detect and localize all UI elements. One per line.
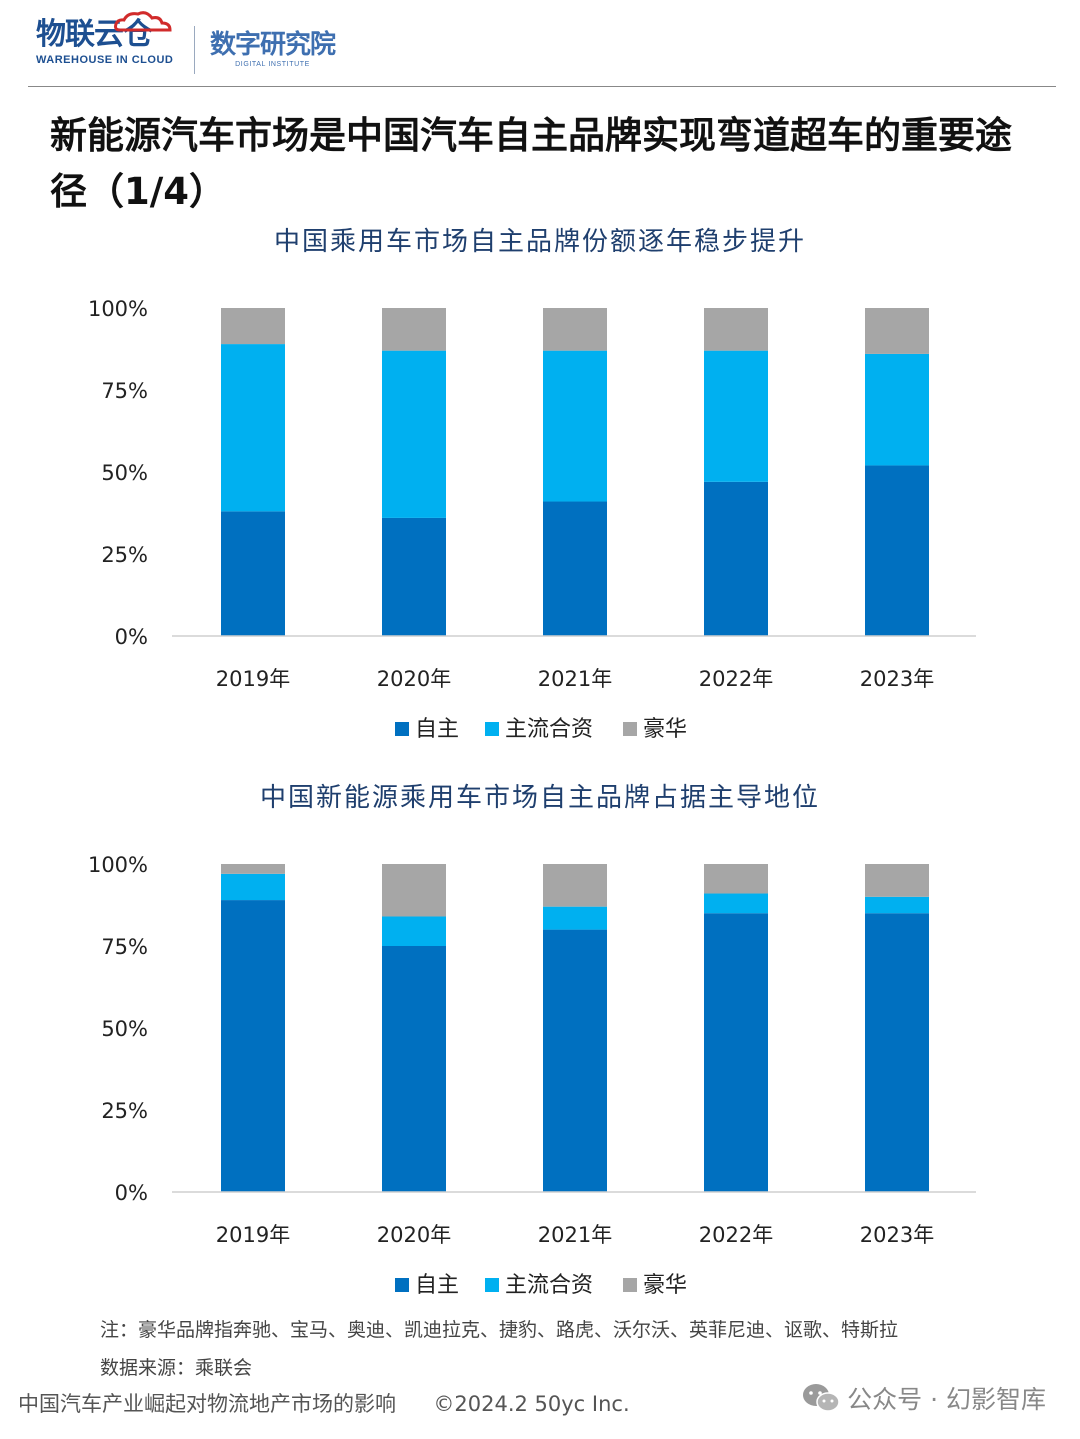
bar-主流合资-2022年 <box>704 893 768 914</box>
bar-豪华-2020年 <box>382 308 446 351</box>
x-tick-label: 2019年 <box>216 667 290 691</box>
logo-left-cn: 物联云仓 <box>36 17 153 52</box>
footer-report-title: 中国汽车产业崛起对物流地产市场的影响 <box>18 1392 396 1416</box>
y-tick-label: 25% <box>101 1099 148 1123</box>
logo-left-en: WAREHOUSE IN CLOUD <box>36 54 174 66</box>
x-tick-label: 2020年 <box>377 1223 451 1247</box>
bar-自主-2022年 <box>704 913 768 1192</box>
logo-divider <box>194 26 195 74</box>
logo-right-cn: 数字研究院 <box>210 30 336 60</box>
bar-豪华-2019年 <box>221 864 285 874</box>
x-tick-label: 2023年 <box>860 667 934 691</box>
chart-title: 中国新能源乘用车市场自主品牌占据主导地位 <box>260 783 820 813</box>
bar-自主-2020年 <box>382 946 446 1192</box>
warehouse-in-cloud-logo: 物联云仓 WAREHOUSE IN CLOUD <box>36 17 174 67</box>
bar-主流合资-2023年 <box>865 896 929 914</box>
y-tick-label: 75% <box>101 935 148 959</box>
y-tick-label: 100% <box>88 853 148 877</box>
data-source-note: 数据来源：乘联会 <box>100 1357 253 1379</box>
y-tick-label: 75% <box>101 379 148 403</box>
bar-自主-2023年 <box>865 465 929 636</box>
chart-brand-share: 中国乘用车市场自主品牌份额逐年稳步提升 0% 25% 50% 75% 100% 2019年 2… <box>88 227 976 742</box>
x-tick-label: 2020年 <box>377 667 451 691</box>
y-tick-label: 0% <box>115 625 148 649</box>
x-tick-label: 2022年 <box>699 1223 773 1247</box>
bar-主流合资-2019年 <box>221 873 285 901</box>
legend-swatch <box>623 722 637 736</box>
bar-主流合资-2022年 <box>704 350 768 482</box>
bar-豪华-2023年 <box>865 864 929 897</box>
legend-label: 豪华 <box>643 1273 687 1298</box>
watermark-text: 公众号 · 幻影智库 <box>847 1385 1046 1414</box>
y-tick-label: 100% <box>88 297 148 321</box>
bar-自主-2019年 <box>221 511 285 636</box>
wechat-icon <box>803 1384 840 1412</box>
footer-watermark: 公众号 · 幻影智库 <box>801 1380 1046 1416</box>
bar-自主-2022年 <box>704 481 768 636</box>
bar-豪华-2021年 <box>543 864 607 907</box>
bar-主流合资-2020年 <box>382 350 446 518</box>
bar-自主-2019年 <box>221 900 285 1192</box>
bar-豪华-2019年 <box>221 308 285 345</box>
digital-institute-logo: 数字研究院 DIGITAL INSTITUTE <box>210 30 336 68</box>
y-tick-label: 50% <box>101 461 148 485</box>
chart-title: 中国乘用车市场自主品牌份额逐年稳步提升 <box>274 227 806 257</box>
bar-自主-2023年 <box>865 913 929 1192</box>
bar-自主-2021年 <box>543 501 607 636</box>
x-tick-label: 2021年 <box>538 667 612 691</box>
legend-swatch <box>485 722 499 736</box>
luxury-brands-note: 注：豪华品牌指奔驰、宝马、奥迪、凯迪拉克、捷豹、路虎、沃尔沃、英菲尼迪、讴歌、特… <box>100 1319 899 1341</box>
x-tick-label: 2023年 <box>860 1223 934 1247</box>
legend-label: 主流合资 <box>505 717 593 742</box>
y-tick-label: 25% <box>101 543 148 567</box>
bar-豪华-2020年 <box>382 864 446 917</box>
bar-豪华-2022年 <box>704 864 768 894</box>
legend-swatch <box>395 722 409 736</box>
legend-label: 自主 <box>415 1273 459 1298</box>
legend-label: 豪华 <box>643 717 687 742</box>
bar-豪华-2022年 <box>704 308 768 351</box>
bar-自主-2020年 <box>382 517 446 636</box>
logo-right-en: DIGITAL INSTITUTE <box>235 61 310 68</box>
bar-自主-2021年 <box>543 929 607 1192</box>
y-tick-label: 50% <box>101 1017 148 1041</box>
bar-主流合资-2023年 <box>865 353 929 466</box>
bar-主流合资-2020年 <box>382 916 446 946</box>
legend-label: 主流合资 <box>505 1273 593 1298</box>
bar-豪华-2021年 <box>543 308 607 351</box>
bar-主流合资-2021年 <box>543 350 607 502</box>
legend-swatch <box>623 1278 637 1292</box>
header-divider <box>28 86 1056 87</box>
x-tick-label: 2019年 <box>216 1223 290 1247</box>
chart-nev-brand-share: 中国新能源乘用车市场自主品牌占据主导地位 0% 25% 50% 75% 100% 2019年… <box>88 783 976 1298</box>
page-header: 物联云仓 WAREHOUSE IN CLOUD 数字研究院 DIGITAL IN… <box>0 0 1080 88</box>
footer-report-info: 中国汽车产业崛起对物流地产市场的影响 ©2024.2 50yc Inc. <box>18 1388 630 1418</box>
y-tick-label: 0% <box>115 1181 148 1205</box>
footer-copyright: ©2024.2 50yc Inc. <box>433 1392 630 1416</box>
x-tick-label: 2021年 <box>538 1223 612 1247</box>
bar-主流合资-2021年 <box>543 906 607 930</box>
legend-label: 自主 <box>415 717 459 742</box>
legend-swatch <box>395 1278 409 1292</box>
legend-swatch <box>485 1278 499 1292</box>
cloud-icon <box>114 11 172 32</box>
x-tick-label: 2022年 <box>699 667 773 691</box>
page-title: 新能源汽车市场是中国汽车自主品牌实现弯道超车的重要途径（1/4） <box>50 114 1012 213</box>
bar-主流合资-2019年 <box>221 344 285 512</box>
bar-豪华-2023年 <box>865 308 929 354</box>
